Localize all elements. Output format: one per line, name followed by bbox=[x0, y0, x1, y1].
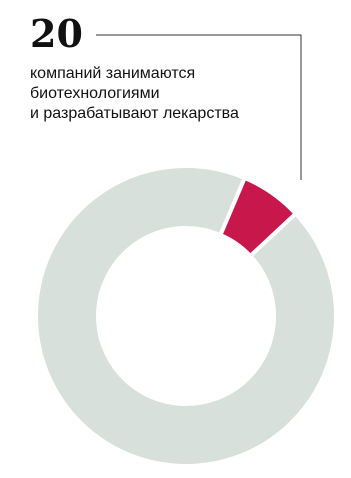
donut-slices bbox=[34, 163, 338, 468]
callout-description: компаний занимаются биотехнологиями и ра… bbox=[30, 64, 280, 124]
callout-number: 20 bbox=[30, 11, 83, 56]
callout-line-2: биотехнологиями bbox=[30, 85, 160, 102]
callout-line-3: и разрабатывают лекарства bbox=[30, 105, 239, 122]
callout-leader-line bbox=[96, 34, 302, 180]
donut-slice-rest bbox=[34, 163, 338, 468]
callout-line-1: компаний занимаются bbox=[30, 65, 196, 82]
